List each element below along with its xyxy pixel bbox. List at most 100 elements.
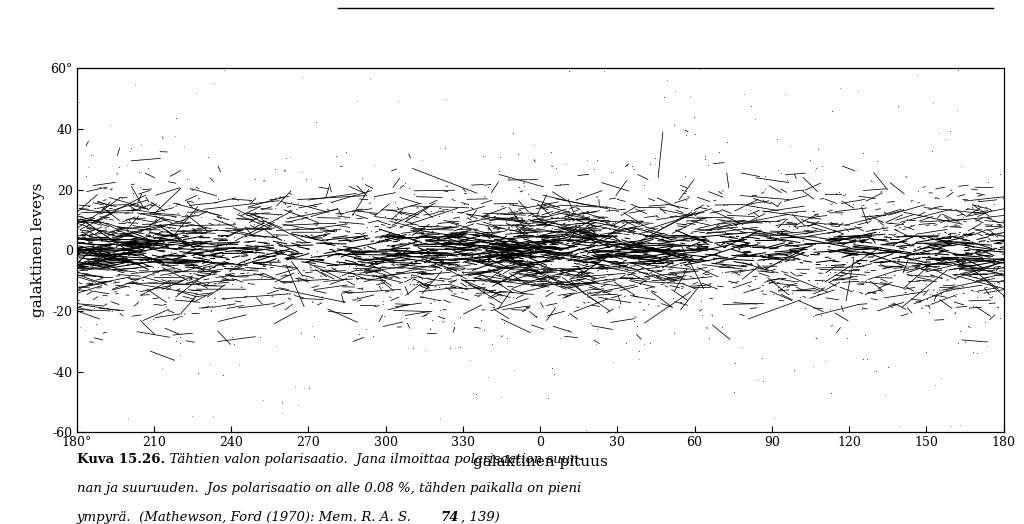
Point [657,233,674,241]
Point [918,348,934,357]
Point [500,256,516,264]
Point [406,190,422,199]
Point [132,290,148,299]
Point [719,201,735,209]
Point [306,332,323,341]
Point [86,304,102,312]
Point [899,215,915,224]
Point [431,415,447,423]
Point [925,230,941,238]
Point [856,331,872,339]
Point [949,339,966,347]
Point [666,293,682,302]
Point [666,329,682,337]
Point [594,203,610,212]
Point [431,283,447,291]
Point [431,219,447,227]
Point [668,87,684,95]
Point [441,344,458,352]
Point [887,232,903,240]
Point [714,268,730,277]
Point [131,167,147,176]
Point [426,297,442,305]
Point [176,143,193,151]
Point [400,238,417,247]
Point [398,314,415,322]
Point [78,230,94,238]
Point [83,276,99,285]
Point [460,200,476,208]
Point [509,214,525,222]
Point [416,246,432,254]
Point [817,261,834,269]
Point [209,286,225,294]
Point [822,268,839,277]
Point [942,271,958,280]
Point [493,152,509,161]
Point [805,362,821,370]
Point [797,304,813,312]
Point [193,213,209,221]
Point [150,263,166,271]
Text: , 139): , 139) [461,511,500,524]
Point [854,304,870,313]
Point [593,293,609,301]
Point [528,266,545,275]
Point [229,249,246,257]
Point [125,189,141,197]
Point [624,162,640,170]
Point [563,279,580,287]
Point [925,226,941,235]
Point [909,71,926,79]
Point [971,237,987,246]
Point [101,121,118,129]
Point [952,421,969,429]
Point [276,235,293,244]
Point [188,206,205,214]
Point [865,232,882,241]
Point [655,252,672,260]
Point [102,239,119,247]
Point [885,200,901,209]
Point [267,165,284,173]
Point [727,359,743,368]
Point [474,256,490,264]
Point [696,151,713,160]
Point [447,221,464,230]
Point [558,160,574,168]
Point [341,227,357,235]
Point [294,215,310,224]
Point [139,164,156,172]
Point [933,206,949,215]
Point [922,308,938,316]
Point [136,215,153,224]
Point [477,250,494,259]
Point [902,267,919,275]
Point [607,242,624,250]
Point [539,217,555,225]
Point [190,369,207,377]
Point [636,340,652,348]
Point [543,148,559,157]
Point [337,219,353,227]
Point [155,134,171,142]
Point [955,213,972,221]
Point [521,219,538,227]
Point [279,250,295,259]
Point [127,251,143,259]
Point [173,296,189,304]
Point [984,252,1000,260]
Point [128,286,144,294]
Point [374,286,390,294]
Point [143,237,160,246]
Point [177,227,194,236]
Point [490,167,507,176]
Point [540,394,556,402]
Point [647,154,664,162]
Point [913,285,930,293]
Point [743,254,760,263]
Point [725,388,741,396]
Point [970,287,986,296]
Point [366,194,382,202]
Point [990,193,1007,201]
